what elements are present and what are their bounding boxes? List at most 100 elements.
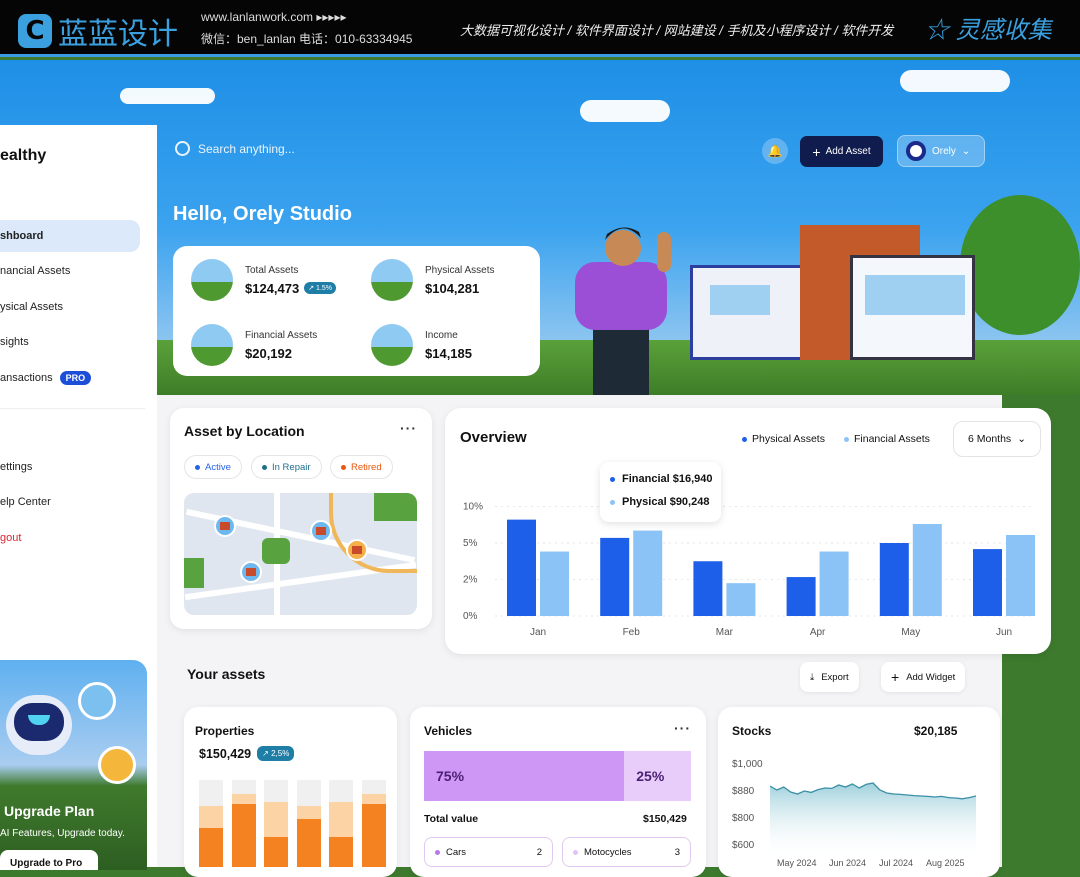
bar-segment xyxy=(264,780,288,802)
tooltip-financial: Financial $16,940 xyxy=(622,473,713,485)
bar-financial-assets[interactable] xyxy=(1006,534,1035,616)
property-bar[interactable] xyxy=(329,780,353,867)
stat-label: Financial Assets xyxy=(245,329,318,341)
sidebar-item-logout[interactable]: gout xyxy=(0,522,140,554)
plus-icon: + xyxy=(891,669,900,685)
map-pin[interactable] xyxy=(310,520,332,542)
legend-dot xyxy=(742,436,747,442)
sidebar-item-dashboard[interactable]: shboard xyxy=(0,220,140,252)
sidebar-item-label: gout xyxy=(0,532,22,544)
sidebar-item-help-center[interactable]: elp Center xyxy=(0,486,140,518)
divider xyxy=(0,408,145,409)
top-banner: C 蓝蓝设计 www.lanlanwork.com ▸▸▸▸▸ 微信：ben_la… xyxy=(0,0,1080,57)
type-label: Motocycles xyxy=(584,846,632,858)
stat-value: $104,281 xyxy=(425,280,480,296)
y-tick: $1,000 xyxy=(732,759,763,770)
person-illustration xyxy=(575,227,671,395)
bar-physical-assets[interactable] xyxy=(600,537,630,616)
filter-active[interactable]: Active xyxy=(184,455,242,479)
stat-income: Income $14,185 xyxy=(371,324,472,366)
bar-financial-assets[interactable] xyxy=(540,551,569,616)
bar-physical-assets[interactable] xyxy=(973,549,1002,616)
stock-line[interactable] xyxy=(770,782,976,800)
filter-in-repair[interactable]: In Repair xyxy=(251,455,322,479)
sidebar-item-insights[interactable]: sights xyxy=(0,326,140,358)
x-tick-label: Jun xyxy=(996,627,1012,638)
bar-financial-assets[interactable] xyxy=(633,530,663,616)
property-bar[interactable] xyxy=(264,780,288,867)
dot-icon xyxy=(435,849,440,855)
upgrade-button[interactable]: Upgrade to Pro xyxy=(0,850,98,870)
sidebar-item-settings[interactable]: ettings xyxy=(0,451,140,483)
banner-site: www.lanlanwork.com ▸▸▸▸▸ xyxy=(201,10,347,24)
map-pin[interactable] xyxy=(346,539,368,561)
plus-icon: + xyxy=(812,143,821,160)
vehicle-type-cars[interactable]: Cars 2 xyxy=(424,837,553,867)
map-pin[interactable] xyxy=(240,561,262,583)
x-tick: Jun 2024 xyxy=(829,858,867,868)
period-select[interactable]: 6 Months ⌄ xyxy=(953,421,1041,457)
bar-segment xyxy=(231,793,256,805)
sidebar-item-physical-assets[interactable]: ysical Assets xyxy=(0,291,140,323)
bar-segment xyxy=(199,827,223,867)
bar-segment xyxy=(199,780,223,807)
more-icon[interactable]: ··· xyxy=(400,420,417,436)
x-tick: Jul 2024 xyxy=(879,858,914,868)
search-input[interactable]: Search anything... xyxy=(175,141,295,156)
banner-services: 大数据可视化设计 / 软件界面设计 / 网站建设 / 手机及小程序设计 / 软件… xyxy=(460,23,894,38)
sidebar-item-transactions[interactable]: ansactions PRO xyxy=(0,362,140,394)
dot-icon xyxy=(573,849,578,855)
physical-assets-icon xyxy=(371,259,413,301)
property-bar[interactable] xyxy=(361,780,386,867)
add-asset-button[interactable]: + Add Asset xyxy=(800,136,883,167)
bar-physical-assets[interactable] xyxy=(693,561,723,616)
upgrade-title: Upgrade Plan xyxy=(4,803,95,819)
stock-area xyxy=(770,783,976,860)
bar-financial-assets[interactable] xyxy=(819,551,849,616)
sidebar-item-financial-assets[interactable]: nancial Assets xyxy=(0,255,140,287)
financial-assets-icon xyxy=(191,324,233,366)
avatar xyxy=(906,141,926,161)
more-icon[interactable]: ··· xyxy=(674,720,691,736)
dot-icon xyxy=(195,464,200,470)
property-bar[interactable] xyxy=(231,780,256,867)
vehicles-share-bar: 75% 25% xyxy=(424,751,691,801)
overview-title: Overview xyxy=(460,429,527,446)
export-button[interactable]: ⤓ Export xyxy=(800,662,859,692)
type-label: Cars xyxy=(446,846,467,858)
bar-segment xyxy=(199,806,223,828)
stat-physical-assets: Physical Assets $104,281 xyxy=(371,259,494,301)
map-pin[interactable] xyxy=(214,515,236,537)
bar-physical-assets[interactable] xyxy=(507,519,536,616)
bell-icon[interactable]: 🔔 xyxy=(762,138,788,164)
legend-label: Financial Assets xyxy=(854,433,930,445)
bar-physical-assets[interactable] xyxy=(879,543,909,616)
share-segment-b: 25% xyxy=(624,751,691,801)
vehicle-type-motocycles[interactable]: Motocycles 3 xyxy=(562,837,691,867)
upgrade-card: Upgrade Plan AI Features, Upgrade today.… xyxy=(0,660,147,870)
add-widget-button[interactable]: + Add Widget xyxy=(881,662,966,692)
total-value: $150,429 xyxy=(643,813,687,825)
bar-financial-assets[interactable] xyxy=(912,524,942,616)
filter-label: In Repair xyxy=(272,461,311,473)
y-tick-label: 10% xyxy=(463,502,483,513)
trend-badge: ↗ 1.5% xyxy=(304,282,336,294)
chart-tooltip: Financial $16,940 Physical $90,248 xyxy=(600,462,721,522)
property-bar[interactable] xyxy=(199,780,223,867)
location-map[interactable] xyxy=(184,493,417,615)
x-tick: Aug 2025 xyxy=(926,858,965,868)
bar-physical-assets[interactable] xyxy=(786,577,816,616)
sidebar-item-label: ansactions xyxy=(0,372,53,384)
tooltip-physical: Physical $90,248 xyxy=(622,496,710,508)
pro-badge: PRO xyxy=(59,371,92,385)
user-menu[interactable]: Orely ⌄ xyxy=(897,135,985,167)
overview-bar-chart: 0% 2% 5% 10% Jan Feb Mar Apr May Jun xyxy=(463,502,1035,638)
property-bar[interactable] xyxy=(296,780,321,867)
x-tick-label: Jan xyxy=(530,627,546,638)
bar-financial-assets[interactable] xyxy=(726,583,756,616)
dot-icon xyxy=(610,476,615,482)
house-circle-icon xyxy=(78,682,116,720)
brand-name: ealthy xyxy=(0,147,47,164)
properties-title: Properties xyxy=(195,724,255,738)
filter-retired[interactable]: Retired xyxy=(330,455,393,479)
